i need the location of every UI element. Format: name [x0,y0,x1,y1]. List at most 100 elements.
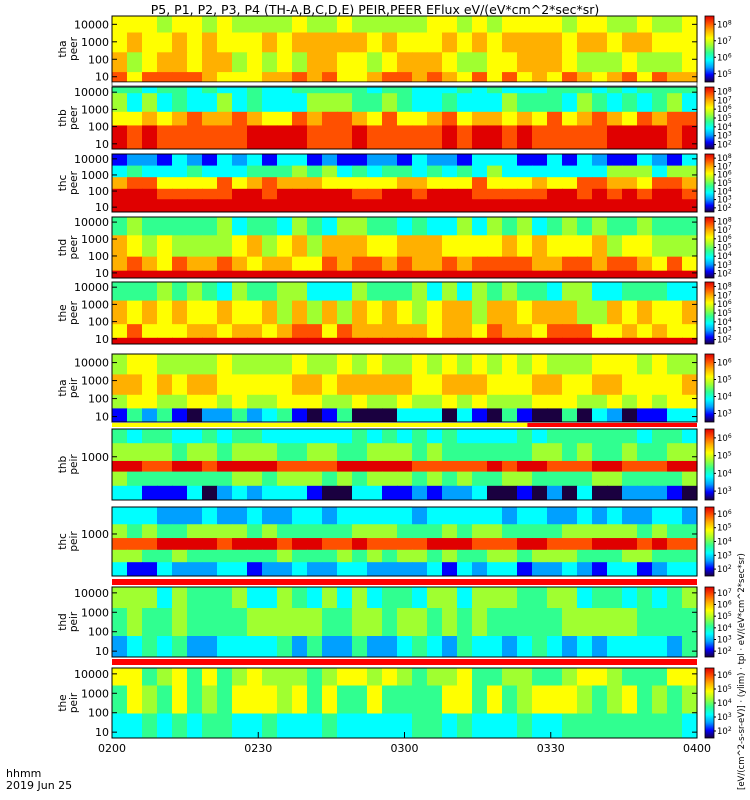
spectrogram-cell [502,668,518,686]
spectrogram-cell [172,87,188,94]
y-tick-label: 1000 [81,606,109,619]
spectrogram-cell [517,199,533,213]
spectrogram-cell [457,429,473,444]
spectrogram-cell [277,282,293,301]
colorbar-tick-label: 102 [717,140,732,151]
spectrogram-cell [232,282,248,301]
spectrogram-cell [172,485,188,501]
spectrogram-cell [622,549,638,563]
spectrogram-cell [307,188,323,200]
spectrogram-cell [577,87,593,94]
spectrogram-cell [412,636,428,658]
spectrogram-cell [292,460,308,472]
spectrogram-cell [322,52,338,73]
spectrogram-cell [442,32,458,53]
spectrogram-cell [127,111,143,126]
spectrogram-cell [187,354,203,375]
spectrogram-cell [517,562,533,577]
spectrogram-cell [457,256,473,272]
spectrogram-cell [577,93,593,113]
spectrogram-cell [562,485,578,501]
spectrogram-cell [307,256,323,272]
spectrogram-cell [682,217,698,236]
spectrogram-cell [367,270,383,279]
colorbar-tick-label: 104 [717,392,732,403]
spectrogram-cell [427,125,443,150]
spectrogram-cell [577,608,593,637]
spectrogram-cell [442,111,458,126]
spectrogram-cell [682,154,698,166]
spectrogram-cell [232,32,248,53]
time-axis-title: hhmm [6,767,41,780]
spectrogram-cell [217,485,233,501]
spectrogram-cell [547,87,563,94]
spectrogram-cell [247,636,263,658]
spectrogram-cell [337,235,353,258]
spectrogram-cell [307,636,323,658]
colorbar-tick-label: 107 [717,588,732,599]
spectrogram-cell [352,32,368,53]
spectrogram-cell [322,562,338,577]
spectrogram-cell [397,460,413,472]
spectrogram-cell [517,52,533,73]
spectrogram-cell [382,337,398,345]
spectrogram-cell [547,460,563,472]
panel-instrument-label: peir [68,692,80,713]
spectrogram-cell [622,154,638,166]
spectrogram-cell [247,394,263,409]
spectrogram-cell [382,324,398,339]
spectrogram-cell [412,16,428,33]
spectrogram-cell [412,443,428,462]
spectrogram-cell [487,111,503,126]
spectrogram-cell [352,111,368,126]
spectrogram-cell [202,408,218,423]
spectrogram-cell [607,354,623,375]
spectrogram-cell [322,507,338,525]
colorbar-tick-label: 102 [717,646,732,657]
spectrogram-cell [127,524,143,539]
spectrogram-cell [322,16,338,33]
spectrogram-cell [622,337,638,345]
spectrogram-cell [487,32,503,53]
spectrogram-cell [292,485,308,501]
spectrogram-cell [472,337,488,345]
spectrogram-cell [247,354,263,375]
spectrogram-cell [472,524,488,539]
spectrogram-cell [322,93,338,113]
spectrogram-cell [652,608,668,637]
spectrogram-cell [457,394,473,409]
spectrogram-cell [532,485,548,501]
spectrogram-cell [232,549,248,563]
spectrogram-cell [112,460,128,472]
spectrogram-cell [232,524,248,539]
spectrogram-cell [202,562,218,577]
spectrogram-cell [187,549,203,563]
spectrogram-cell [172,125,188,150]
spectrogram-cell [592,374,608,396]
spectrogram-cell [472,165,488,178]
spectrogram-cell [487,72,503,83]
spectrogram-cell [412,713,428,739]
spectrogram-cell [412,217,428,236]
spectrogram-cell [592,668,608,686]
y-tick-label: 1000 [81,298,109,311]
spectrogram-cell [187,394,203,409]
colorbar-tick-label: 105 [717,375,732,386]
spectrogram-cell [502,188,518,200]
spectrogram-cell [382,668,398,686]
spectrogram-cell [547,16,563,33]
spectrogram-cell [517,485,533,501]
spectrogram-cell [607,324,623,339]
spectrogram-cell [367,188,383,200]
spectrogram-cell [232,608,248,637]
spectrogram-cell [427,282,443,301]
spectrogram-cell [622,87,638,94]
spectrogram-cell [517,429,533,444]
spectrogram-cell [412,685,428,714]
spectrogram-cell [127,324,143,339]
y-tick-label: 1000 [81,233,109,246]
panel-instrument-label: peer [68,105,80,130]
spectrogram-cell [337,524,353,539]
spectrogram-cell [427,300,443,325]
spectrogram-cell [622,443,638,462]
